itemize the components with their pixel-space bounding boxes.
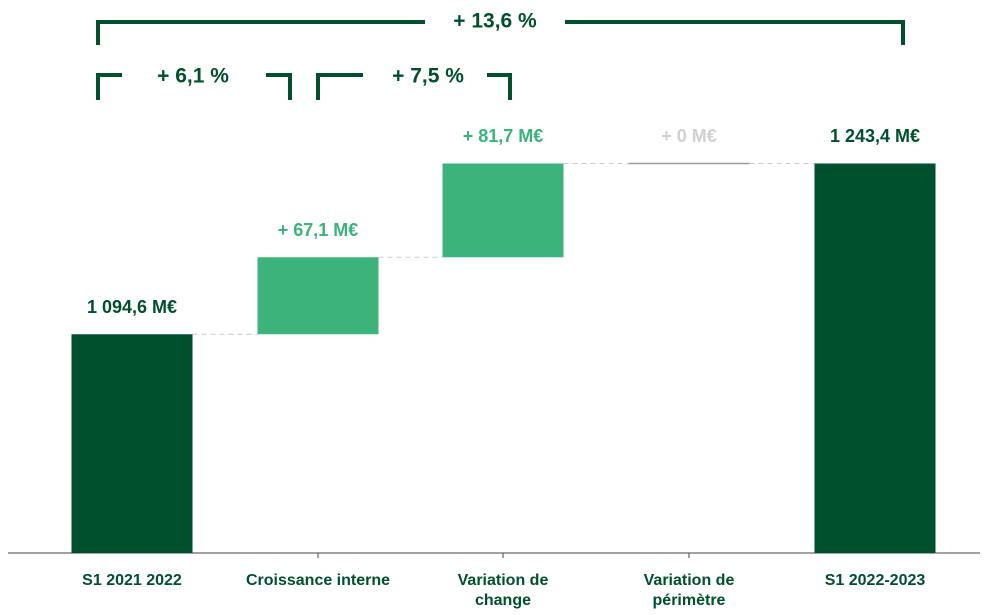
bar (814, 163, 936, 553)
value-label: 1 243,4 M€ (830, 126, 920, 146)
value-label: + 67,1 M€ (278, 220, 359, 240)
x-tick-label: S1 2021 2022 (82, 572, 182, 589)
annotation: + 6,1 % (157, 65, 229, 88)
x-tick-label: Variation de périmètre (643, 572, 735, 609)
x-tick-label: Variation de change (457, 572, 549, 609)
bracket-gap (425, 10, 565, 34)
x-tick-label: S1 2022-2023 (824, 572, 926, 589)
annotation: + 13,6 % (453, 10, 537, 33)
bar (71, 334, 193, 553)
annotation: + 7,5 % (392, 65, 464, 88)
x-tick-label: Croissance interne (245, 572, 391, 589)
bar (442, 163, 564, 258)
value-label: + 81,7 M€ (463, 126, 544, 146)
value-label: + 0 M€ (661, 126, 717, 146)
value-label: 1 094,6 M€ (87, 297, 177, 317)
bar (257, 257, 379, 335)
